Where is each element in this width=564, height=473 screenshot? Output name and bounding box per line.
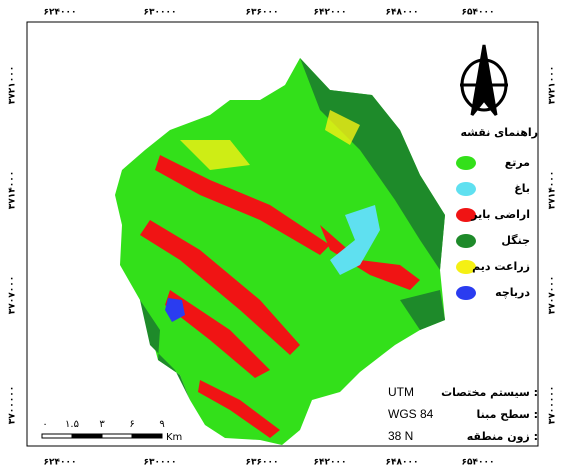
x-coord-label: ۶۳۰۰۰۰	[144, 458, 177, 468]
legend-swatch	[456, 182, 476, 196]
x-coord-label: ۶۴۲۰۰۰	[314, 8, 347, 18]
y-coord-label: ۳۷۲۱۰۰۰	[548, 66, 558, 104]
scale-label: ۶	[129, 419, 134, 430]
page: {"map": { "x_labels": ["۶۲۴۰۰۰", "۶۳۰۰۰۰…	[0, 0, 564, 473]
x-coord-label: ۶۳۶۰۰۰	[246, 458, 279, 468]
y-coord-label: ۳۷۰۷۰۰۰	[8, 276, 18, 314]
legend-label: زراعت دیم	[472, 260, 530, 273]
legend-label: دریاچه	[495, 286, 530, 299]
x-coord-label: ۶۳۰۰۰۰	[144, 8, 177, 18]
scale-unit: Km	[166, 432, 182, 443]
x-coord-label: ۶۴۸۰۰۰	[386, 8, 419, 18]
legend-label: مرتع	[505, 156, 530, 169]
info-label: زون منطقه :	[467, 430, 538, 443]
legend-swatch	[456, 156, 476, 170]
y-coord-label: ۳۷۱۴۰۰۰	[8, 171, 18, 209]
scale-label: ۱.۵	[65, 419, 79, 430]
y-coord-label: ۳۷۲۱۰۰۰	[8, 66, 18, 104]
info-value: WGS 84	[388, 407, 434, 421]
legend-label: باغ	[514, 182, 530, 195]
info-label: سیستم مختصات :	[441, 386, 538, 399]
x-coord-label: ۶۳۶۰۰۰	[246, 8, 279, 18]
x-coord-label: ۶۲۴۰۰۰	[44, 8, 77, 18]
x-coord-label: ۶۵۴۰۰۰	[462, 8, 495, 18]
legend-label: جنگل	[501, 234, 530, 247]
y-coord-label: ۳۷۰۷۰۰۰	[548, 276, 558, 314]
y-coord-label: ۳۷۱۴۰۰۰	[548, 171, 558, 209]
y-coord-label: ۳۷۰۰۰۰۰	[8, 386, 18, 424]
x-coord-label: ۶۵۴۰۰۰	[462, 458, 495, 468]
y-coord-label: ۳۷۰۰۰۰۰	[548, 386, 558, 424]
info-value: UTM	[388, 385, 414, 399]
info-label: سطح مبنا :	[477, 408, 538, 421]
scale-label: ۹	[159, 419, 164, 430]
info-value: 38 N	[388, 429, 413, 443]
scale-label: ۳	[99, 419, 105, 430]
legend-label: اراضی بایر	[470, 208, 530, 221]
x-coord-label: ۶۴۲۰۰۰	[314, 458, 347, 468]
legend-title: راهنمای نقشه	[460, 126, 538, 139]
scale-label: ۰	[42, 419, 47, 430]
scale-bar	[42, 434, 162, 438]
map: ۶۲۴۰۰۰ ۶۲۴۰۰۰ ۶۳۰۰۰۰ ۶۳۰۰۰۰ ۶۳۶۰۰۰ ۶۳۶۰۰۰ ۶۴۲۰…	[0, 0, 564, 473]
x-coord-label: ۶۲۴۰۰۰	[44, 458, 77, 468]
legend-swatch	[456, 234, 476, 248]
x-coord-label: ۶۴۸۰۰۰	[386, 458, 419, 468]
legend-swatch	[456, 286, 476, 300]
